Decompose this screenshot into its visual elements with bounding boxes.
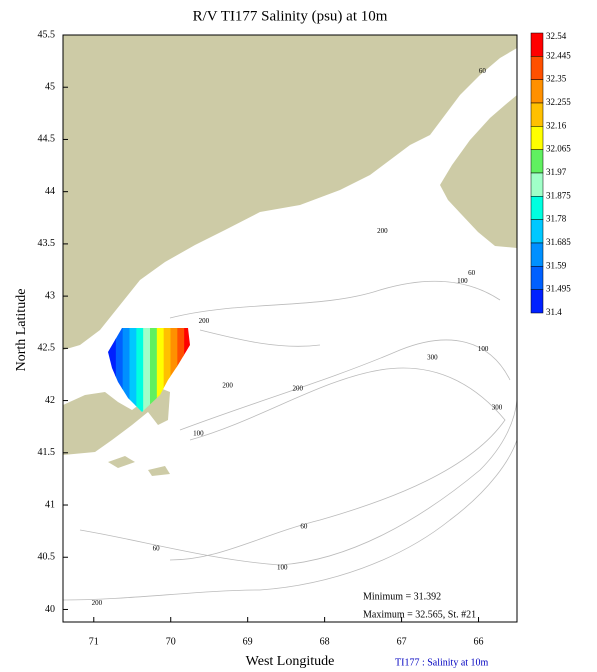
colorbar-cell	[530, 219, 544, 244]
y-axis-label: North Latitude	[14, 289, 29, 372]
isobath-label: 200	[377, 227, 388, 235]
isobath-label: 60	[300, 523, 308, 531]
colorbar-cell	[530, 242, 544, 267]
colorbar-label: 32.445	[546, 50, 571, 60]
y-tick-label: 40	[45, 604, 55, 615]
isobath-label: 200	[199, 317, 210, 325]
y-tick-label: 45.5	[38, 29, 56, 40]
annotation: Minimum = 31.392	[363, 591, 441, 602]
x-tick-label: 71	[89, 636, 99, 647]
salinity-band	[128, 328, 137, 412]
isobath-label: 300	[427, 353, 438, 361]
isobaths	[62, 280, 518, 601]
colorbar-cell	[530, 266, 544, 290]
colorbar-label: 32.35	[546, 74, 567, 84]
isobath-label: 200	[292, 385, 303, 393]
colorbar-label: 31.59	[546, 260, 567, 270]
salinity-band	[135, 328, 144, 412]
salinity-band	[121, 328, 130, 412]
colorbar-label: 32.255	[546, 97, 571, 107]
colorbar-label: 31.685	[546, 237, 571, 247]
isobath-label: 100	[277, 563, 288, 571]
x-tick-label: 69	[243, 636, 253, 647]
y-tick-label: 44	[45, 186, 55, 197]
colorbar-cell	[530, 149, 544, 174]
colorbar-cell	[530, 196, 544, 220]
isobath-label: 300	[492, 403, 503, 411]
isobath-label: 100	[478, 345, 489, 353]
y-tick-label: 42.5	[38, 343, 56, 354]
colorbar-label: 32.16	[546, 120, 567, 130]
salinity-band	[142, 328, 150, 412]
x-tick-label: 67	[397, 636, 407, 647]
colorbar-cell	[530, 172, 544, 197]
colorbar-label: 31.97	[546, 167, 567, 177]
isobath-label: 60	[153, 544, 161, 552]
isobath-label: 60	[468, 269, 476, 277]
isobath-label: 100	[193, 430, 204, 438]
colorbar-label: 32.54	[546, 31, 567, 41]
colorbar-cell	[530, 102, 544, 127]
colorbar-label: 32.065	[546, 144, 571, 154]
salinity-band	[169, 328, 178, 412]
salinity-band	[155, 328, 164, 412]
isobath-label: 200	[222, 382, 233, 390]
colorbar-label: 31.4	[546, 307, 562, 317]
y-tick-label: 44.5	[38, 134, 56, 145]
x-tick-label: 68	[320, 636, 330, 647]
colorbar-label: 31.495	[546, 284, 571, 294]
isobath-label: 100	[457, 277, 468, 285]
x-tick-label: 70	[166, 636, 176, 647]
annotation: Maximum = 32.565, St. #21	[363, 609, 476, 620]
salinity-band	[114, 328, 123, 412]
colorbar-cell	[530, 79, 544, 104]
footer: TI177 : Salinity at 10m	[395, 657, 489, 668]
map-title: R/V TI177 Salinity (psu) at 10m	[193, 8, 388, 24]
y-tick-label: 41	[45, 499, 55, 510]
colorbar-label: 31.78	[546, 214, 567, 224]
y-tick-label: 40.5	[38, 552, 56, 563]
colorbar-label: 31.875	[546, 190, 571, 200]
x-tick-label: 66	[474, 636, 484, 647]
y-tick-label: 43.5	[38, 238, 56, 249]
colorbar-cell	[530, 289, 544, 314]
colorbar-cell	[530, 32, 544, 57]
isobath-label: 200	[92, 599, 103, 607]
colorbar-cell	[530, 56, 544, 80]
x-axis-label: West Longitude	[246, 654, 335, 669]
colorbar-cell	[530, 126, 544, 150]
salinity-band	[149, 328, 157, 412]
isobath-label: 60	[479, 67, 487, 75]
plot-frame	[62, 34, 518, 623]
y-tick-label: 41.5	[38, 447, 56, 458]
y-tick-label: 43	[45, 290, 55, 301]
y-tick-label: 42	[45, 395, 55, 406]
salinity-band	[162, 328, 171, 412]
y-tick-label: 45	[45, 82, 55, 93]
